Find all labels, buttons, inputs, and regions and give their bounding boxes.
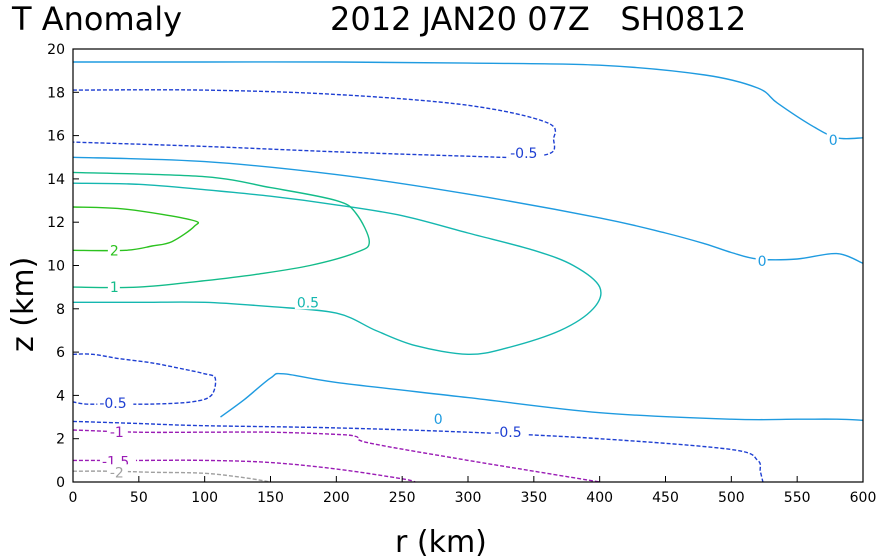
contour-line [72,156,864,264]
contour-label: 1 [110,280,119,296]
x-tick-label: 500 [718,490,745,506]
contour-line [73,61,864,140]
contour-line [72,206,200,252]
x-tick-label: 450 [652,490,679,506]
contour-line [72,429,600,483]
x-tick-label: 50 [130,490,148,506]
y-tick-label: 8 [56,302,65,318]
plot-area-frame [72,48,864,483]
y-tick-label: 6 [56,345,65,361]
y-axis-ticks: 0 2 4 6 8 10 12 14 16 18 20 [47,42,79,491]
contour-label-background [107,464,128,480]
x-tick-label: 400 [586,490,613,506]
y-tick-label: 4 [56,388,65,404]
contour-label-background [826,131,839,147]
y-tick-label: 16 [47,129,65,145]
contour-label-background [107,424,128,440]
contour-label: -1 [110,425,124,441]
y-tick-label: 20 [47,42,65,58]
y-tick-label: 12 [47,215,65,231]
contour-label: 0 [434,412,443,428]
y-tick-label: 0 [56,475,65,491]
x-tick-label: 150 [257,490,284,506]
contour-line [72,353,217,405]
x-axis-ticks: 0 50 100 150 200 250 300 350 400 450 500 550 600 [69,476,877,506]
contour-line [72,171,371,289]
contour-label-background [755,253,768,269]
x-tick-label: 0 [69,490,78,506]
contour-label-background [492,424,529,440]
x-tick-label: 550 [784,490,811,506]
x-axis-label: r (km) [395,525,487,558]
chart-title: T Anomaly [11,0,182,38]
y-tick-label: 18 [47,85,65,101]
contour-label-background [107,242,120,258]
x-tick-label: 350 [520,490,547,506]
contour-line [72,470,271,483]
contour-label: 0 [758,254,767,270]
x-tick-label: 600 [850,490,877,506]
contour-labels: 000-0.5-0.5-0.50.512-1-1.5-2 [97,131,839,481]
contour-label: 2 [110,243,119,259]
contour-label: 0 [829,133,838,149]
x-tick-label: 300 [455,490,482,506]
contour-label: -0.5 [99,396,126,412]
y-tick-label: 14 [47,172,65,188]
contour-label: -0.5 [510,146,537,162]
x-tick-label: 250 [389,490,416,506]
contour-line [72,89,557,159]
contour-line [72,182,602,356]
contour-label-background [431,411,444,427]
contour-lines [72,61,864,483]
y-axis-label: z (km) [6,257,41,352]
contour-label-background [294,294,323,310]
contour-label-background [107,279,120,295]
contour-label: -0.5 [494,425,521,441]
y-tick-label: 2 [56,432,65,448]
contour-label: 0.5 [297,295,319,311]
contour-label-background [508,144,545,160]
contour-label: -2 [110,465,124,481]
x-tick-label: 100 [191,490,218,506]
contour-label-background [97,394,134,410]
y-tick-label: 10 [47,259,65,275]
contour-line [220,372,864,421]
chart-subtitle: 2012 JAN20 07Z SH0812 [330,0,746,38]
x-tick-label: 200 [323,490,350,506]
